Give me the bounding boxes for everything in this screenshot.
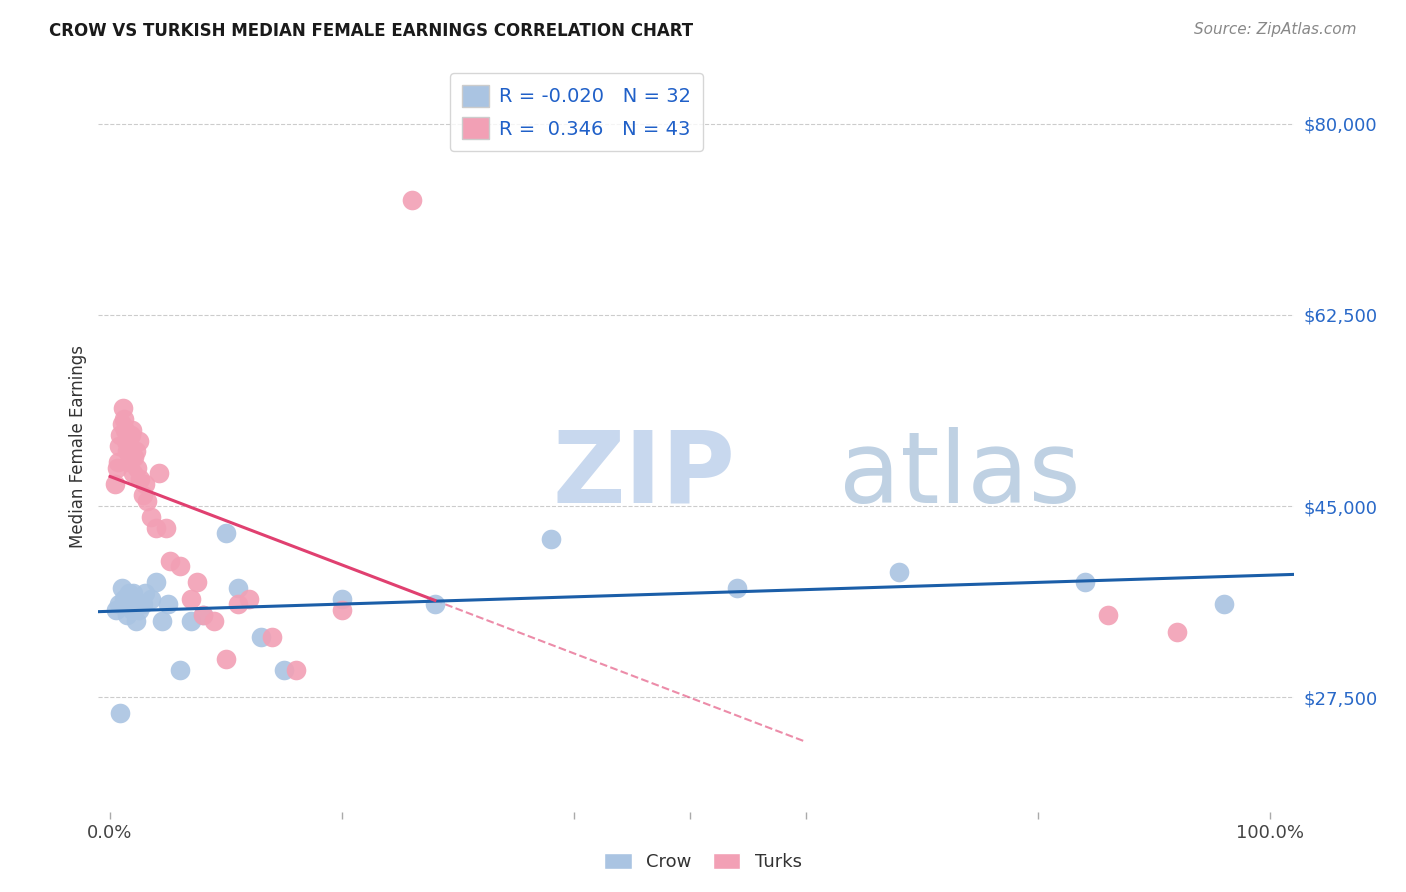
Point (117, 608, 139, 623)
Point (108, 597, 131, 611)
Point (1166, 624, 1188, 639)
Point (105, 460, 128, 475)
Point (401, 194, 423, 208)
Point (124, 444, 146, 458)
Point (122, 586, 145, 600)
Point (121, 603, 143, 617)
Point (114, 423, 136, 437)
Point (136, 493, 159, 508)
Point (104, 603, 127, 617)
Point (1097, 608, 1119, 623)
Point (186, 575, 208, 590)
Text: ZIP: ZIP (553, 426, 735, 524)
Point (180, 614, 202, 628)
Point (129, 472, 152, 486)
Legend: R = -0.020   N = 32, R =  0.346   N = 43: R = -0.020 N = 32, R = 0.346 N = 43 (450, 73, 703, 151)
Point (131, 488, 153, 502)
Point (117, 455, 139, 469)
Point (111, 417, 134, 432)
Point (104, 477, 127, 491)
Point (128, 603, 150, 617)
Point (121, 423, 143, 437)
Point (330, 591, 353, 606)
Point (284, 663, 307, 677)
Point (131, 597, 153, 611)
Point (112, 591, 135, 606)
Point (125, 460, 148, 475)
Point (238, 591, 260, 606)
Point (273, 663, 295, 677)
Point (145, 521, 167, 535)
Point (169, 663, 191, 677)
Point (250, 630, 273, 644)
Point (157, 597, 180, 611)
Y-axis label: Median Female Earnings: Median Female Earnings (69, 344, 87, 548)
Point (107, 455, 129, 469)
Point (128, 434, 150, 448)
Point (191, 608, 214, 623)
Point (226, 597, 249, 611)
Point (540, 532, 562, 546)
Point (134, 586, 156, 600)
Point (117, 586, 139, 600)
Point (330, 603, 353, 617)
Point (118, 439, 141, 453)
Point (169, 559, 191, 574)
Point (110, 706, 132, 721)
Point (215, 652, 238, 666)
Text: atlas: atlas (839, 426, 1081, 524)
Point (124, 614, 146, 628)
Point (159, 554, 181, 568)
Point (124, 450, 146, 464)
Point (120, 428, 142, 442)
Point (150, 614, 173, 628)
Point (1212, 597, 1234, 611)
Point (139, 591, 162, 606)
Point (134, 477, 156, 491)
Point (262, 630, 284, 644)
Point (226, 581, 249, 595)
Point (111, 401, 134, 415)
Point (204, 614, 226, 628)
Point (122, 467, 145, 481)
Legend: Crow, Turks: Crow, Turks (598, 846, 808, 879)
Point (1073, 575, 1095, 590)
Point (180, 591, 202, 606)
Point (112, 411, 135, 425)
Point (120, 591, 142, 606)
Point (139, 510, 162, 524)
Point (111, 581, 134, 595)
Point (887, 565, 910, 579)
Point (110, 428, 132, 442)
Point (155, 521, 177, 535)
Point (145, 575, 167, 590)
Point (115, 434, 138, 448)
Point (191, 608, 214, 623)
Text: CROW VS TURKISH MEDIAN FEMALE EARNINGS CORRELATION CHART: CROW VS TURKISH MEDIAN FEMALE EARNINGS C… (49, 22, 693, 40)
Point (215, 526, 238, 541)
Point (725, 581, 748, 595)
Text: Source: ZipAtlas.com: Source: ZipAtlas.com (1194, 22, 1357, 37)
Point (148, 467, 170, 481)
Point (423, 597, 446, 611)
Point (117, 444, 139, 458)
Point (108, 439, 131, 453)
